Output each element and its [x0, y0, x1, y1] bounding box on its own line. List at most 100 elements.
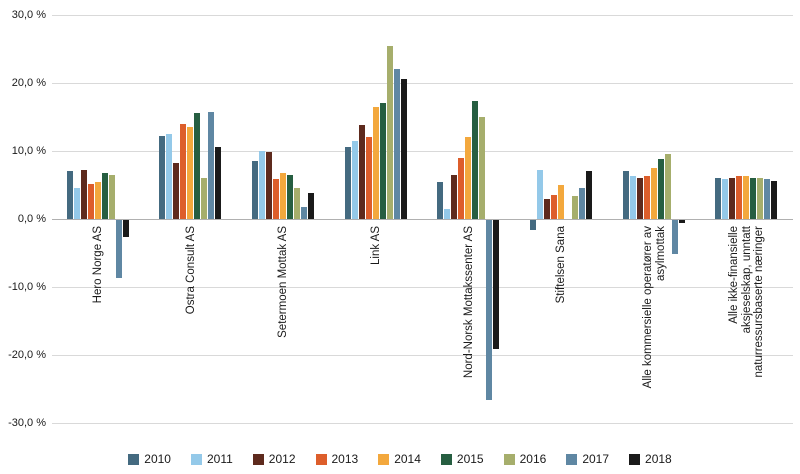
y-tick-label: 0,0 % [17, 213, 46, 225]
bar-2014 [187, 127, 194, 219]
legend-year-label: 2018 [645, 452, 672, 466]
bar-2010 [344, 146, 351, 219]
legend-year-label: 2013 [331, 452, 359, 466]
bar-2011 [722, 178, 729, 219]
bar-2018 [122, 220, 129, 237]
legend-year-label: 2010 [144, 452, 171, 466]
bar-2016 [386, 45, 393, 219]
bar-2011 [629, 176, 636, 219]
y-tick-label: -30,0 % [8, 417, 46, 429]
legend-item-2012: 2012 [252, 452, 296, 466]
bar-2011 [73, 188, 80, 219]
legend-item-2014: 2014 [378, 452, 421, 466]
bar-2013 [365, 136, 372, 219]
bar-2013 [273, 178, 280, 219]
bar-2017 [208, 111, 215, 219]
legend-item-2010: 2010 [128, 452, 171, 466]
bar-2015 [101, 172, 108, 219]
x-axis-baseline [52, 219, 793, 220]
legend-item-2015: 2015 [440, 452, 484, 466]
bar-2011 [536, 170, 543, 219]
bar-2016 [479, 117, 486, 219]
bar-2010 [66, 171, 73, 219]
bar-2011 [444, 208, 451, 219]
bar-2017 [764, 178, 771, 219]
gridline [52, 355, 793, 356]
category-label: Hero Norge AS [92, 226, 105, 304]
legend-item-2017: 2017 [566, 452, 609, 466]
bar-2016 [201, 178, 208, 219]
bar-2014 [94, 181, 101, 219]
bar-2013 [643, 176, 650, 219]
legend-item-2016: 2016 [503, 452, 546, 466]
bar-2018 [400, 78, 407, 219]
bar-2014 [372, 106, 379, 219]
legend-swatch [378, 453, 390, 465]
bar-2018 [771, 180, 778, 219]
legend-swatch [566, 453, 578, 465]
plot-area: Hero Norge AS Ostra Consult AS Setermoen M… [52, 15, 793, 424]
legend-item-2013: 2013 [315, 452, 359, 466]
gridline [52, 287, 793, 288]
bar-2014 [557, 185, 564, 219]
legend-year-label: 2015 [456, 452, 484, 466]
y-tick-label: 20,0 % [11, 77, 46, 89]
y-tick-label: 30,0 % [11, 9, 46, 21]
bar-2012 [173, 163, 180, 219]
bar-2016 [664, 154, 671, 219]
bar-2011 [351, 140, 358, 219]
bar-2012 [80, 170, 87, 219]
gridline [52, 83, 793, 84]
bar-2014 [465, 136, 472, 219]
bar-2012 [358, 125, 365, 219]
legend-swatch [315, 453, 327, 465]
y-tick-label: -20,0 % [8, 349, 46, 361]
gridline [52, 15, 793, 16]
legend-item-2018: 2018 [629, 452, 672, 466]
bar-2012 [729, 178, 736, 219]
bar-2012 [543, 198, 550, 219]
bar-2013 [736, 176, 743, 219]
bar-2010 [159, 136, 166, 219]
bar-2010 [437, 181, 444, 219]
legend-swatch [503, 453, 515, 465]
bar-2017 [393, 69, 400, 219]
bar-2015 [194, 112, 201, 219]
bar-2017 [578, 187, 585, 219]
bar-2017 [301, 206, 308, 219]
category-label: Link AS [369, 226, 382, 265]
bar-2015 [750, 178, 757, 219]
bar-2010 [252, 161, 259, 219]
legend-swatch [440, 453, 452, 465]
bar-2014 [743, 176, 750, 219]
bar-2015 [287, 174, 294, 219]
bar-2014 [650, 168, 657, 219]
bar-2017 [115, 220, 122, 278]
bar-2016 [108, 175, 115, 219]
bar-2012 [451, 174, 458, 219]
bar-2013 [550, 195, 557, 219]
legend-year-label: 2012 [268, 452, 296, 466]
category-label: Setermoen Mottak AS [277, 226, 290, 338]
category-label: Alle ikke-finansielle aksjeselskap, unnt… [727, 226, 765, 378]
legend-year-label: 2017 [582, 452, 610, 466]
legend-year-label: 2011 [206, 452, 233, 466]
legend-swatch [252, 453, 264, 465]
category-label: Stiftelsen Sana [555, 226, 568, 304]
bar-2018 [215, 146, 222, 219]
bar-2017 [671, 220, 678, 254]
bar-2014 [280, 172, 287, 219]
bar-2010 [529, 220, 536, 231]
bar-2018 [585, 171, 592, 219]
bar-2013 [458, 157, 465, 219]
legend-swatch [190, 453, 202, 465]
bar-2011 [166, 134, 173, 219]
bar-2017 [486, 220, 493, 401]
bar-2018 [308, 193, 315, 219]
category-label: Ostra Consult AS [184, 226, 197, 315]
y-tick-label: -10,0 % [8, 281, 46, 293]
bar-2013 [87, 183, 94, 219]
bar-2013 [180, 123, 187, 219]
bar-2016 [294, 187, 301, 219]
